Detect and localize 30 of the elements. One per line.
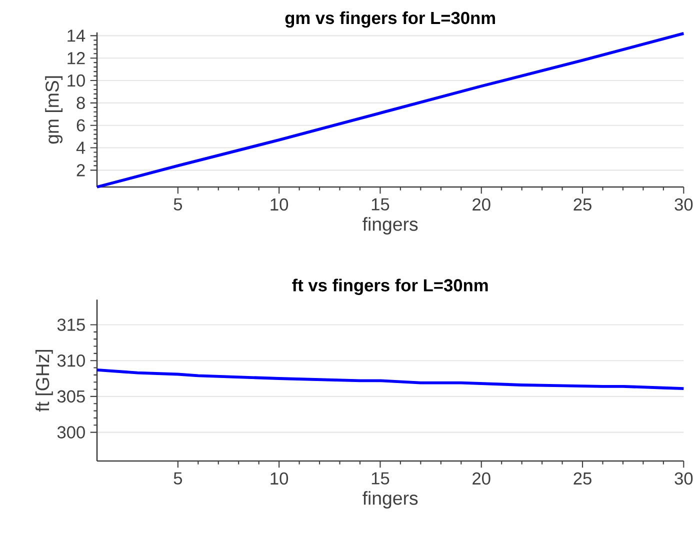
x-tick-label: 5: [174, 198, 182, 210]
chart-title: gm vs fingers for L=30nm: [285, 11, 495, 28]
y-tick-label: 300: [57, 426, 85, 438]
x-tick-label: 15: [372, 198, 390, 210]
y-tick-label: 315: [57, 318, 85, 331]
y-tick-label: 2: [76, 164, 85, 176]
x-tick-label: 20: [472, 198, 490, 211]
x-tick-label: 25: [574, 472, 592, 485]
x-tick-label: 20: [472, 472, 490, 485]
x-tick-label: 5: [174, 472, 182, 484]
chart-title: ft vs fingers for L=30nm: [292, 278, 488, 295]
x-axis-title: fingers: [362, 217, 418, 235]
line-series: [96, 368, 686, 390]
y-tick-label: 6: [76, 119, 85, 132]
y-tick-label: 4: [76, 142, 86, 154]
x-tick-label: 30: [674, 198, 693, 211]
y-axis-title: gm [mS]: [45, 76, 63, 144]
y-tick-label: 10: [68, 74, 85, 87]
y-tick-label: 310: [57, 354, 85, 367]
x-tick-label: 30: [674, 472, 693, 485]
y-tick-label: 8: [76, 96, 85, 110]
x-tick-label: 25: [574, 198, 592, 211]
y-axis-title: ft [GHz]: [35, 350, 53, 412]
x-axis-title: fingers: [362, 491, 418, 509]
y-tick-label: 305: [57, 390, 85, 403]
y-tick-label: 14: [68, 30, 86, 42]
x-tick-label: 15: [372, 472, 390, 484]
y-tick-label: 12: [68, 52, 85, 64]
x-tick-label: 10: [270, 472, 288, 485]
x-tick-label: 10: [270, 198, 288, 211]
